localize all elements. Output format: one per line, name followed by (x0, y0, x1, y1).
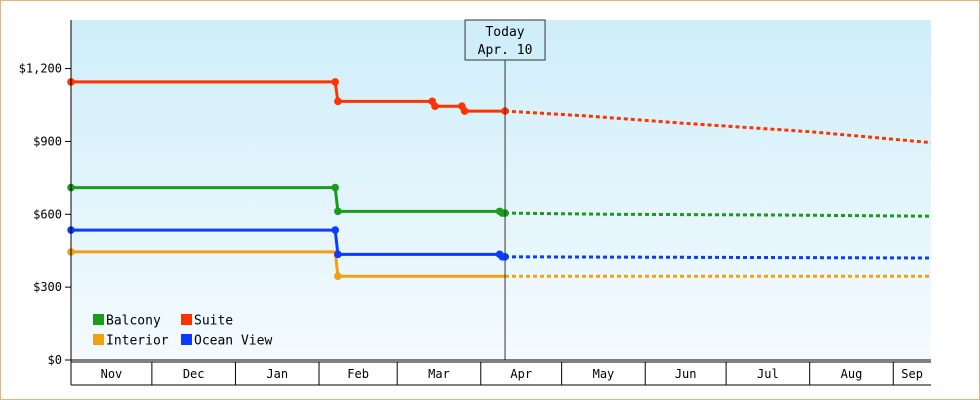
legend-swatch (93, 334, 104, 345)
today-label: Today (485, 25, 524, 40)
month-label: Nov (101, 367, 123, 381)
legend-swatch (93, 314, 104, 325)
suite-point (431, 102, 439, 111)
legend-label: Suite (194, 314, 233, 329)
month-label: Sep (901, 367, 923, 381)
axes (70, 20, 931, 385)
legend-swatch (181, 314, 192, 325)
month-label: Aug (841, 367, 863, 381)
today-marker: Today Apr. 10 (464, 19, 546, 360)
month-label: Mar (428, 367, 450, 381)
month-label: Jul (757, 367, 779, 381)
suite-point (460, 107, 469, 115)
y-tick-label: $300 (33, 280, 62, 294)
ocean-view-point (334, 250, 342, 259)
legend-label: Balcony (106, 314, 161, 329)
balcony-point (334, 207, 342, 216)
legend-swatch (181, 334, 192, 345)
plot-area (71, 20, 931, 360)
ocean-view-forecast-line (504, 255, 932, 260)
balcony-point (331, 183, 340, 192)
interior-history-line (71, 250, 505, 278)
balcony-forecast-line (504, 211, 932, 218)
month-label: Apr (510, 367, 532, 381)
series-layer (67, 78, 932, 281)
month-label: Jan (266, 367, 288, 381)
legend-label: Ocean View (194, 334, 272, 349)
month-label: May (593, 367, 615, 381)
ocean-view-point (331, 226, 340, 234)
month-label: Feb (347, 367, 369, 381)
month-label: Dec (183, 367, 205, 381)
x-axis: Nov Dec Jan Feb Mar Apr May Jun Jul Aug Sep (71, 361, 931, 386)
interior-point (334, 272, 342, 281)
series-balcony (67, 183, 932, 218)
y-axis: $0 $300 $600 $900 $1,200 (19, 62, 71, 367)
series-interior (67, 248, 931, 281)
month-label: Jun (675, 367, 697, 381)
y-tick-label: $900 (33, 134, 62, 148)
suite-point (331, 78, 340, 86)
today-date-label: Apr. 10 (478, 43, 533, 58)
suite-point (334, 97, 342, 106)
series-suite (67, 78, 932, 145)
legend-label: Interior (106, 334, 169, 349)
y-tick-label: $0 (48, 353, 62, 367)
legend: Balcony Suite Interior Ocean View (93, 314, 272, 349)
y-tick-label: $600 (33, 207, 62, 221)
today-box (464, 19, 546, 61)
suite-forecast-line (504, 109, 932, 145)
series-ocean-view (67, 226, 932, 261)
y-tick-label: $1,200 (19, 62, 62, 76)
